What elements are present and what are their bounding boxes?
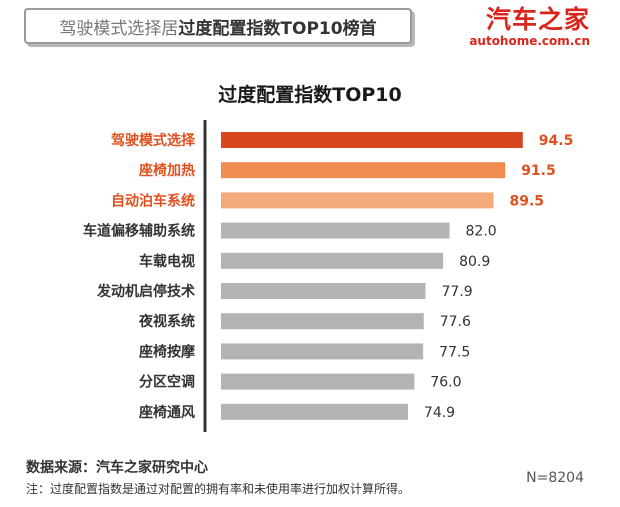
logo-main-text: 汽车之家 (485, 5, 590, 34)
category-label: 座椅加热 (139, 162, 195, 179)
value-label: 74.9 (424, 405, 455, 421)
logo-sub-text: autohome.com.cn (469, 34, 590, 48)
bar (221, 252, 444, 269)
sample-size-text: N=8204 (526, 470, 584, 486)
chart-title: 过度配置指数TOP10 (218, 84, 402, 106)
value-label: 82.0 (466, 224, 497, 240)
value-label: 77.5 (439, 344, 470, 360)
bar (221, 162, 506, 179)
header-badge: 驾驶模式选择居 过度配置指数TOP10榜首 (24, 8, 412, 44)
value-label: 91.5 (521, 163, 556, 179)
category-label: 座椅按摩 (139, 343, 196, 360)
bar (221, 192, 494, 209)
bar (221, 283, 426, 299)
bar (221, 343, 424, 360)
category-label: 车道偏移辅助系统 (83, 223, 195, 240)
header-bold-text: 过度配置指数TOP10榜首 (178, 18, 377, 39)
value-label: 80.9 (459, 254, 490, 270)
value-label: 89.5 (509, 193, 544, 209)
category-label: 驾驶模式选择 (110, 132, 196, 149)
value-label: 94.5 (539, 133, 574, 149)
bar (221, 403, 408, 420)
bar (221, 313, 424, 330)
category-label: 夜视系统 (138, 313, 195, 330)
bar (221, 222, 450, 239)
value-label: 76.0 (430, 375, 461, 391)
autohome-logo: 汽车之家 autohome.com.cn (469, 5, 590, 49)
bar (221, 373, 415, 390)
category-label: 分区空调 (139, 374, 195, 391)
value-label: 77.9 (442, 284, 473, 300)
category-label: 座椅通风 (139, 404, 195, 421)
value-label: 77.6 (440, 314, 471, 330)
category-label: 车载电视 (139, 253, 195, 270)
category-label: 发动机启停技术 (96, 283, 195, 300)
data-source-text: 数据来源：汽车之家研究中心 (26, 460, 208, 476)
footnote-text: 注：过度配置指数是通过对配置的拥有率和未使用率进行加权计算所得。 (26, 482, 411, 496)
bar (221, 132, 523, 148)
header-light-text: 驾驶模式选择居 (59, 18, 179, 39)
category-label: 自动泊车系统 (111, 192, 195, 209)
